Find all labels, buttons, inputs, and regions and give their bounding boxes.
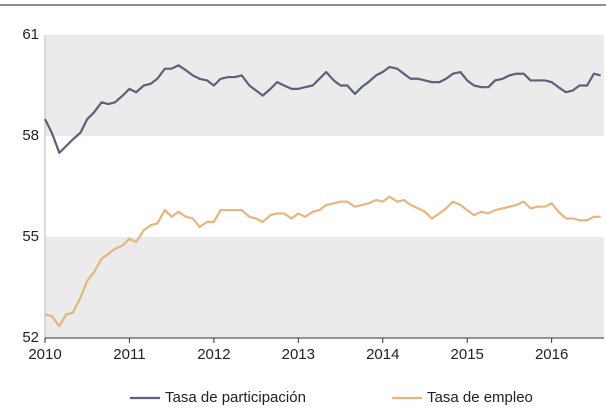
- x-tick-label: 2010: [28, 346, 61, 363]
- x-tick-label: 2015: [451, 346, 484, 363]
- legend-label: Tasa de empleo: [427, 389, 533, 406]
- x-tick-label: 2012: [197, 346, 230, 363]
- y-tick-label: 52: [22, 329, 39, 346]
- series-line: [44, 195, 601, 328]
- y-tick-label: 61: [22, 26, 39, 43]
- grid-band: [45, 237, 604, 338]
- x-tick-label: 2011: [113, 346, 145, 363]
- legend-label: Tasa de participación: [165, 389, 306, 406]
- grid-band: [45, 35, 604, 136]
- y-tick-label: 55: [22, 228, 39, 245]
- y-tick-label: 58: [22, 127, 39, 144]
- x-tick-label: 2016: [535, 346, 568, 363]
- x-tick-label: 2014: [366, 346, 399, 363]
- x-tick-label: 2013: [282, 346, 315, 363]
- series-line: [44, 64, 601, 154]
